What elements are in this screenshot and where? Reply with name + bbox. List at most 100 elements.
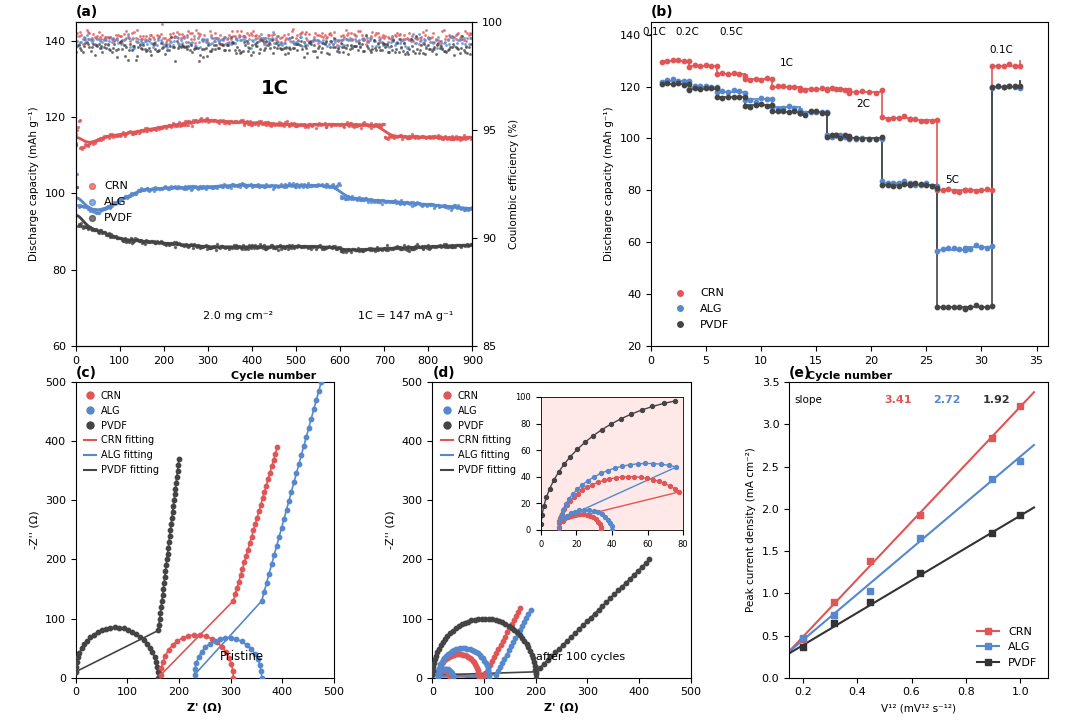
Point: [984, 81, 1001, 93]
ALG: [330, 179, 348, 190]
ALG: [446, 200, 463, 211]
ALG: [109, 198, 126, 209]
CRN: [81, 138, 98, 149]
CRN: [237, 118, 254, 129]
Point: [465, 645, 483, 657]
ALG: [266, 182, 283, 193]
Point: [298, 431, 315, 443]
Point: [463, 644, 481, 655]
Point: [381, 32, 399, 44]
ALG: [438, 200, 456, 212]
Point: [448, 43, 465, 54]
Point: [191, 629, 208, 641]
ALG: [80, 201, 97, 213]
Point: [208, 35, 226, 46]
Point: [923, 180, 941, 192]
Point: [489, 665, 507, 676]
Point: [357, 29, 375, 40]
PVDF: [436, 242, 454, 253]
PVDF: [386, 242, 403, 254]
ALG: [340, 191, 357, 203]
Point: [476, 613, 494, 624]
Point: [558, 635, 576, 647]
Point: [127, 628, 145, 640]
Point: [384, 33, 402, 45]
CRN: [327, 119, 345, 131]
Point: [406, 32, 423, 44]
Point: [194, 35, 212, 46]
CRN: [381, 131, 399, 143]
Point: [347, 29, 364, 40]
PVDF: [399, 244, 416, 255]
Point: [336, 31, 353, 43]
Point: [797, 107, 814, 118]
Point: [443, 32, 460, 43]
Point: [929, 246, 946, 257]
ALG: [244, 181, 261, 193]
Point: [359, 40, 376, 52]
Point: [451, 642, 469, 654]
ALG: [280, 177, 297, 189]
Point: [402, 33, 419, 45]
CRN: [120, 126, 137, 138]
ALG: [191, 181, 208, 193]
Point: [261, 33, 279, 45]
ALG: [219, 181, 237, 193]
CRN: [305, 118, 322, 129]
Point: [192, 41, 210, 53]
PVDF: [117, 233, 134, 244]
PVDF: [419, 239, 436, 251]
Point: [163, 513, 180, 524]
Point: [136, 35, 153, 47]
Point: [232, 570, 249, 581]
Point: [197, 37, 214, 48]
Point: [341, 32, 359, 44]
Point: [441, 651, 458, 663]
CRN: [336, 121, 353, 133]
Point: [514, 632, 531, 644]
CRN: [276, 117, 294, 128]
CRN: [89, 134, 106, 146]
Point: [442, 31, 459, 43]
Point: [95, 35, 112, 46]
CRN: [111, 131, 129, 142]
PVDF: [414, 243, 431, 255]
Point: [664, 78, 681, 89]
Point: [273, 522, 291, 534]
Point: [319, 47, 336, 58]
Point: [151, 31, 168, 43]
ALG: [110, 196, 127, 208]
Point: [178, 30, 195, 41]
Point: [285, 477, 302, 488]
Point: [146, 40, 163, 51]
CRN: [404, 130, 421, 141]
Point: [117, 50, 134, 62]
ALG: [427, 199, 444, 211]
ALG: [313, 179, 330, 190]
CRN: [432, 133, 449, 144]
PVDF: [240, 239, 257, 250]
CRN: [82, 136, 99, 148]
Point: [235, 36, 253, 48]
CRN: [320, 118, 337, 130]
ALG: [201, 181, 218, 193]
Point: [311, 35, 328, 47]
Point: [197, 43, 214, 54]
Point: [474, 653, 491, 664]
CRN: [446, 133, 463, 144]
Point: [907, 177, 924, 189]
PVDF: [302, 243, 320, 255]
Point: [308, 34, 325, 45]
Point: [71, 37, 89, 48]
Point: [220, 30, 238, 41]
ALG: [369, 195, 387, 206]
Point: [228, 583, 245, 594]
Point: [75, 37, 92, 49]
PVDF: [281, 242, 298, 253]
Point: [369, 37, 387, 49]
CRN: [106, 129, 123, 141]
PVDF: [85, 224, 103, 235]
ALG: [218, 181, 235, 193]
Point: [447, 644, 464, 655]
Point: [243, 39, 260, 50]
